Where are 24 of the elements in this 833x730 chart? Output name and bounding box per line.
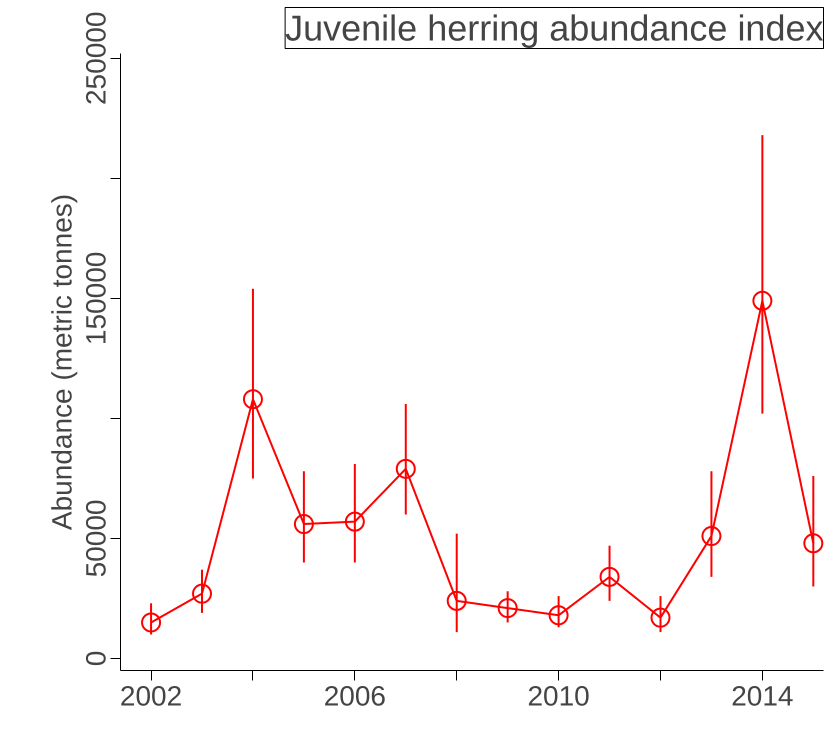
point	[803, 533, 824, 554]
point	[446, 590, 467, 611]
point	[701, 526, 722, 546]
x-tick-label: 2014	[731, 680, 794, 712]
y-tick-label: 150000	[80, 252, 112, 346]
point	[498, 598, 518, 618]
y-tick-label: 250000	[80, 12, 112, 106]
x-tick-label: 2010	[527, 680, 590, 712]
y-axis-title: Abundance (metric tonnes)	[46, 194, 78, 530]
point	[344, 512, 365, 532]
point	[141, 612, 162, 632]
x-tick-label: 2006	[324, 680, 386, 712]
y-tick-label: 0	[80, 650, 112, 666]
point	[192, 584, 212, 604]
point	[396, 458, 416, 479]
point	[294, 514, 314, 534]
point	[548, 605, 569, 626]
chart-title: Juvenile herring abundance index	[285, 8, 824, 48]
y-tick-label: 50000	[80, 500, 112, 578]
point	[242, 389, 263, 410]
point	[752, 290, 772, 311]
point	[600, 566, 620, 587]
x-tick-label: 2002	[120, 680, 182, 712]
point	[650, 608, 670, 628]
